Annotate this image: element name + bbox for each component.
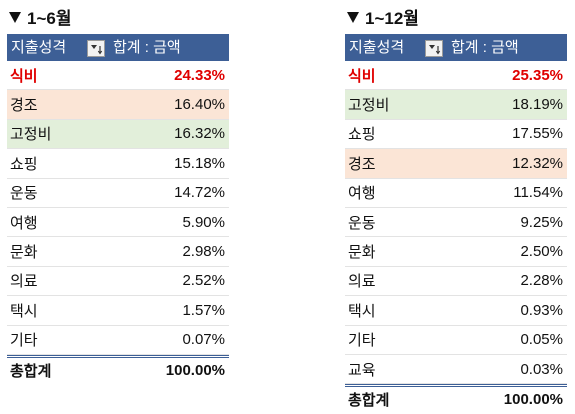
pivot-row[interactable]: 식비 24.33%	[7, 61, 229, 91]
panel-title: 1~12월	[347, 7, 419, 31]
percentage-cell: 25.35%	[512, 66, 563, 84]
pivot-row[interactable]: 의료 2.28%	[345, 267, 567, 297]
percentage-cell: 11.54%	[513, 184, 563, 202]
percentage-cell: 9.25%	[520, 213, 563, 231]
sort-filter-icon	[91, 45, 103, 55]
pivot-header: 지출성격 합계 : 금액	[7, 34, 229, 61]
category-cell: 문화	[10, 244, 38, 262]
triangle-down-icon	[347, 12, 359, 24]
category-cell: 운동	[348, 214, 376, 232]
percentage-cell: 0.03%	[520, 360, 563, 378]
percentage-cell: 1.57%	[182, 301, 225, 319]
category-cell: 고정비	[348, 97, 390, 115]
category-cell: 식비	[10, 67, 38, 85]
sort-filter-button[interactable]	[87, 40, 105, 57]
grand-total-label: 총합계	[348, 392, 390, 410]
percentage-cell: 12.32%	[512, 154, 563, 172]
panel-title-text: 1~6월	[27, 9, 72, 28]
category-cell: 기타	[348, 332, 376, 350]
percentage-cell: 5.90%	[182, 213, 225, 231]
category-cell: 여행	[10, 214, 38, 232]
pivot-row[interactable]: 식비 25.35%	[345, 61, 567, 91]
category-cell: 경조	[348, 155, 376, 173]
percentage-cell: 15.18%	[174, 154, 225, 172]
pivot-row[interactable]: 운동 14.72%	[7, 179, 229, 208]
percentage-cell: 14.72%	[174, 184, 225, 202]
pivot-row[interactable]: 경조 12.32%	[345, 149, 567, 179]
percentage-cell: 18.19%	[512, 96, 563, 114]
pivot-rows: 식비 25.35% 고정비 18.19% 쇼핑 17.55% 경조 12.32% 여행 11.54…	[345, 61, 567, 412]
value-field-label: 합계 : 금액	[451, 39, 519, 56]
percentage-cell: 2.52%	[182, 272, 225, 290]
percentage-cell: 16.40%	[174, 96, 225, 114]
pivot-row[interactable]: 문화 2.50%	[345, 237, 567, 267]
value-field-label: 합계 : 금액	[113, 39, 181, 56]
grand-total-row[interactable]: 총합계 100.00%	[345, 384, 567, 412]
sort-filter-icon	[429, 45, 441, 55]
grand-total-value: 100.00%	[165, 361, 225, 379]
panel-title-text: 1~12월	[365, 9, 419, 28]
category-cell: 고정비	[10, 126, 52, 144]
category-cell: 쇼핑	[348, 126, 376, 144]
category-cell: 택시	[10, 302, 38, 320]
category-cell: 교육	[348, 361, 376, 379]
percentage-cell: 16.32%	[174, 125, 225, 143]
pivot-row[interactable]: 여행 5.90%	[7, 208, 229, 238]
category-cell: 경조	[10, 97, 38, 115]
panel-title: 1~6월	[9, 7, 71, 31]
pivot-row[interactable]: 기타 0.07%	[7, 326, 229, 355]
category-cell: 택시	[348, 302, 376, 320]
pivot-row[interactable]: 여행 11.54%	[345, 179, 567, 208]
percentage-cell: 2.98%	[182, 243, 225, 261]
sort-filter-button[interactable]	[425, 40, 443, 57]
pivot-row[interactable]: 기타 0.05%	[345, 326, 567, 355]
pivot-row[interactable]: 쇼핑 17.55%	[345, 120, 567, 150]
category-cell: 쇼핑	[10, 155, 38, 173]
pivot-row[interactable]: 경조 16.40%	[7, 90, 229, 120]
grand-total-row[interactable]: 총합계 100.00%	[7, 354, 229, 383]
grand-total-value: 100.00%	[503, 391, 563, 409]
pivot-row[interactable]: 운동 9.25%	[345, 208, 567, 238]
pivot-row[interactable]: 택시 0.93%	[345, 296, 567, 326]
percentage-cell: 2.50%	[520, 243, 563, 261]
percentage-cell: 17.55%	[512, 125, 563, 143]
pivot-header: 지출성격 합계 : 금액	[345, 34, 567, 61]
pivot-row[interactable]: 고정비 18.19%	[345, 90, 567, 120]
percentage-cell: 0.07%	[182, 331, 225, 349]
row-field-label: 지출성격	[11, 39, 67, 56]
category-cell: 의료	[10, 273, 38, 291]
percentage-cell: 0.05%	[520, 331, 563, 349]
pivot-row[interactable]: 의료 2.52%	[7, 267, 229, 297]
category-cell: 기타	[10, 332, 38, 350]
pivot-row[interactable]: 고정비 16.32%	[7, 119, 229, 150]
category-cell: 의료	[348, 273, 376, 291]
percentage-cell: 2.28%	[520, 272, 563, 290]
grand-total-label: 총합계	[10, 362, 52, 380]
category-cell: 식비	[348, 67, 376, 85]
category-cell: 문화	[348, 244, 376, 262]
category-cell: 여행	[348, 185, 376, 203]
pivot-row[interactable]: 문화 2.98%	[7, 237, 229, 267]
triangle-down-icon	[9, 12, 21, 24]
percentage-cell: 0.93%	[520, 301, 563, 319]
pivot-row[interactable]: 택시 1.57%	[7, 296, 229, 326]
pivot-rows: 식비 24.33% 경조 16.40% 고정비 16.32% 쇼핑 15.18% 운동 14.72…	[7, 61, 229, 383]
category-cell: 운동	[10, 185, 38, 203]
pivot-row[interactable]: 쇼핑 15.18%	[7, 149, 229, 179]
percentage-cell: 24.33%	[174, 66, 225, 84]
pivot-row[interactable]: 교육 0.03%	[345, 355, 567, 385]
row-field-label: 지출성격	[349, 39, 405, 56]
